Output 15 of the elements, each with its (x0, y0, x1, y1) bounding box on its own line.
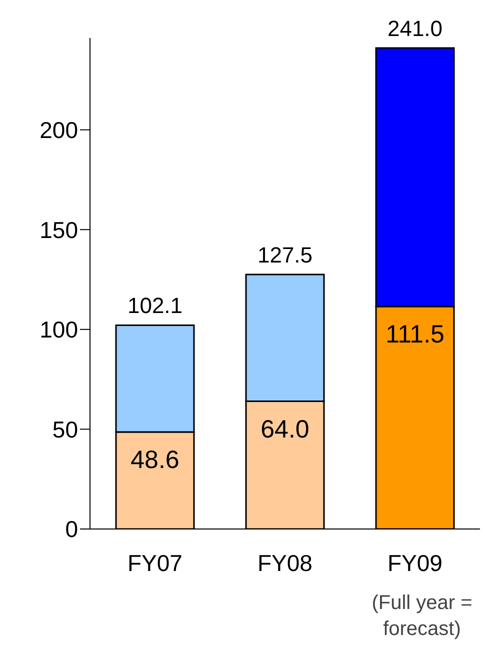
data-label: 48.6 (130, 446, 180, 474)
x-tick-label: FY08 (258, 550, 312, 576)
text: (Full year = forecast) (370, 591, 474, 642)
y-tick-label: 150 (40, 216, 78, 243)
total-label: 241.0 (387, 16, 443, 41)
y-tick-label: 200 (40, 116, 78, 143)
y-tick-label: 100 (40, 316, 78, 343)
x-tick-label: FY07 (128, 550, 182, 576)
x-tick-label: FY09 (388, 550, 442, 576)
total-label: 127.5 (257, 242, 313, 268)
total-label: 102.1 (127, 293, 183, 318)
y-tick-label: 50 (52, 416, 78, 442)
data-label: 111.5 (386, 320, 444, 348)
data-label: 64.0 (260, 415, 310, 444)
y-tick-label: 0 (65, 516, 78, 542)
